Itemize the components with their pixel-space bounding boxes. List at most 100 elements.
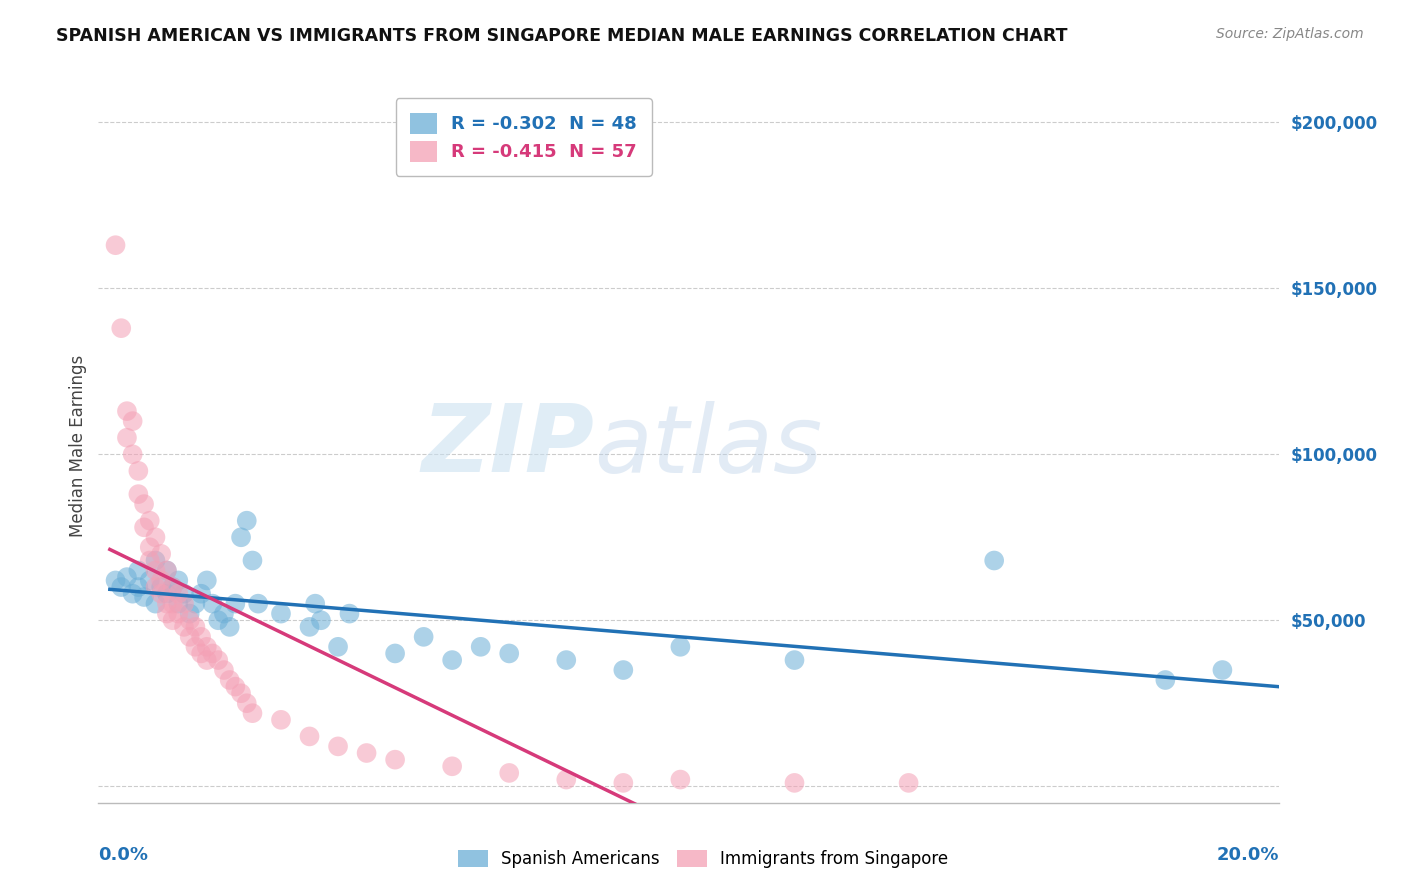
Point	[145, 597, 167, 611]
Point	[162, 613, 184, 627]
Point	[669, 772, 692, 787]
Point	[115, 570, 138, 584]
Text: atlas: atlas	[595, 401, 823, 491]
Point	[242, 553, 264, 567]
Point	[298, 730, 321, 744]
Point	[121, 587, 143, 601]
Legend: Spanish Americans, Immigrants from Singapore: Spanish Americans, Immigrants from Singa…	[451, 843, 955, 875]
Legend: R = -0.302  N = 48, R = -0.415  N = 57: R = -0.302 N = 48, R = -0.415 N = 57	[395, 98, 651, 176]
Point	[247, 597, 270, 611]
Point	[156, 564, 179, 578]
Point	[167, 597, 190, 611]
Text: Source: ZipAtlas.com: Source: ZipAtlas.com	[1216, 27, 1364, 41]
Point	[127, 580, 149, 594]
Point	[150, 547, 173, 561]
Point	[115, 404, 138, 418]
Point	[167, 574, 190, 588]
Point	[145, 564, 167, 578]
Point	[356, 746, 378, 760]
Point	[110, 580, 132, 594]
Point	[783, 776, 806, 790]
Y-axis label: Median Male Earnings: Median Male Earnings	[69, 355, 87, 537]
Point	[127, 487, 149, 501]
Point	[162, 580, 184, 594]
Point	[167, 587, 190, 601]
Point	[412, 630, 434, 644]
Point	[470, 640, 492, 654]
Point	[897, 776, 920, 790]
Point	[121, 447, 143, 461]
Point	[983, 553, 1005, 567]
Point	[156, 564, 179, 578]
Point	[145, 553, 167, 567]
Point	[201, 597, 224, 611]
Point	[207, 613, 229, 627]
Point	[150, 587, 173, 601]
Point	[195, 574, 218, 588]
Point	[115, 431, 138, 445]
Point	[167, 607, 190, 621]
Point	[298, 620, 321, 634]
Point	[195, 653, 218, 667]
Point	[127, 564, 149, 578]
Point	[212, 607, 235, 621]
Point	[270, 607, 292, 621]
Point	[184, 620, 207, 634]
Point	[179, 613, 201, 627]
Point	[384, 647, 406, 661]
Point	[224, 597, 246, 611]
Point	[110, 321, 132, 335]
Point	[212, 663, 235, 677]
Point	[132, 520, 155, 534]
Point	[326, 640, 349, 654]
Point	[179, 630, 201, 644]
Point	[173, 597, 195, 611]
Point	[121, 414, 143, 428]
Point	[104, 574, 127, 588]
Point	[173, 587, 195, 601]
Point	[207, 653, 229, 667]
Point	[441, 759, 464, 773]
Point	[612, 776, 634, 790]
Point	[1154, 673, 1177, 687]
Point	[104, 238, 127, 252]
Text: 0.0%: 0.0%	[98, 846, 149, 863]
Point	[150, 574, 173, 588]
Text: ZIP: ZIP	[422, 400, 595, 492]
Point	[162, 580, 184, 594]
Point	[156, 607, 179, 621]
Point	[139, 540, 162, 554]
Point	[270, 713, 292, 727]
Point	[236, 514, 259, 528]
Point	[190, 647, 212, 661]
Text: 20.0%: 20.0%	[1218, 846, 1279, 863]
Point	[224, 680, 246, 694]
Point	[218, 673, 240, 687]
Point	[139, 553, 162, 567]
Point	[179, 607, 201, 621]
Point	[612, 663, 634, 677]
Point	[156, 597, 179, 611]
Point	[201, 647, 224, 661]
Point	[236, 696, 259, 710]
Point	[339, 607, 361, 621]
Point	[156, 587, 179, 601]
Point	[173, 620, 195, 634]
Point	[132, 497, 155, 511]
Point	[242, 706, 264, 721]
Point	[384, 753, 406, 767]
Text: SPANISH AMERICAN VS IMMIGRANTS FROM SINGAPORE MEDIAN MALE EARNINGS CORRELATION C: SPANISH AMERICAN VS IMMIGRANTS FROM SING…	[56, 27, 1067, 45]
Point	[229, 686, 252, 700]
Point	[498, 647, 520, 661]
Point	[783, 653, 806, 667]
Point	[139, 514, 162, 528]
Point	[669, 640, 692, 654]
Point	[555, 772, 578, 787]
Point	[139, 574, 162, 588]
Point	[326, 739, 349, 754]
Point	[309, 613, 332, 627]
Point	[184, 597, 207, 611]
Point	[145, 530, 167, 544]
Point	[555, 653, 578, 667]
Point	[195, 640, 218, 654]
